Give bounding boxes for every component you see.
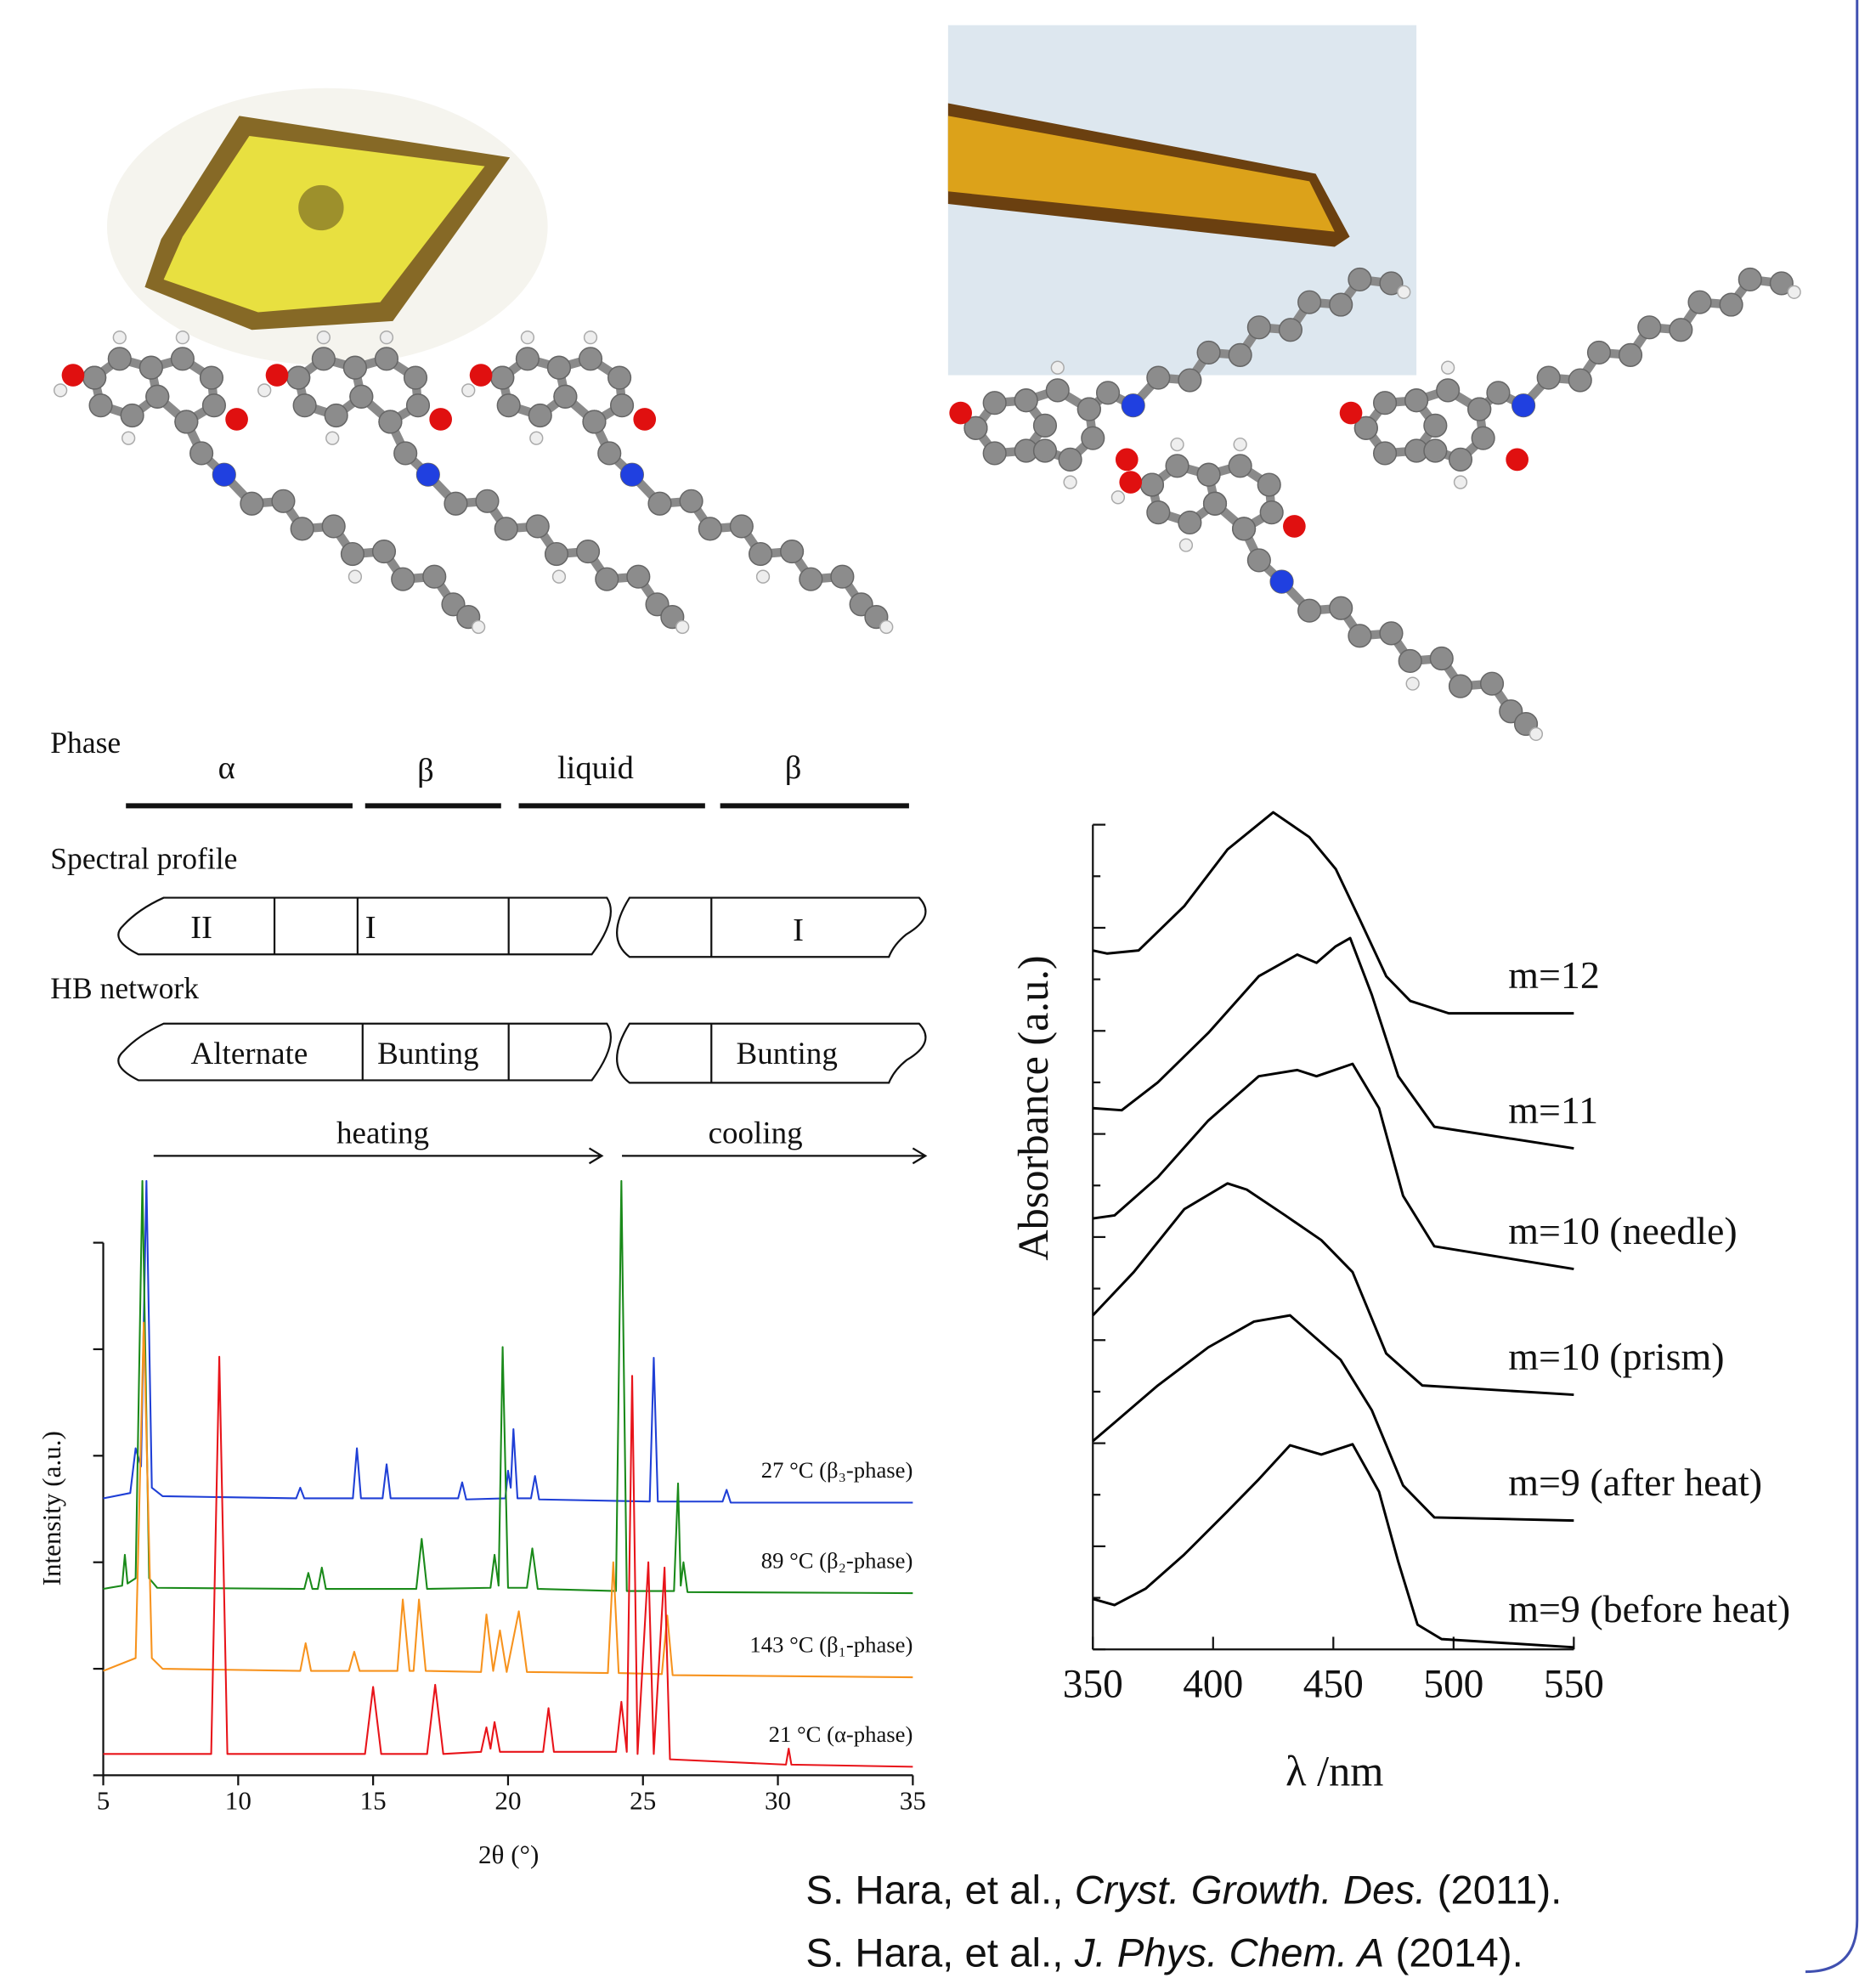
data-line [103,1355,913,1768]
molecule [1111,438,1542,741]
x-tick-label: 30 [765,1785,791,1815]
x-tick-label: 5 [97,1785,110,1815]
series-label: 21 °C (α-phase) [769,1721,913,1747]
x-axis-title: 2θ (°) [478,1840,539,1869]
crystal-photo-left [106,88,548,365]
data-line [103,1321,913,1679]
phase-name: α [218,750,235,786]
slide-border [1805,0,1859,1974]
x-tick-label: 350 [1063,1663,1123,1707]
y-axis-title: Absorbance (a.u.) [1009,955,1057,1260]
citation-authors: S. Hara, et al., [805,1931,1063,1976]
data-line [1092,1443,1574,1649]
data-line [103,1179,913,1504]
data-line [1093,936,1574,1150]
citation-journal: J. Phys. Chem. A [1074,1931,1384,1976]
row-label: Spectral profile [50,841,237,875]
data-line [1092,1314,1574,1523]
x-tick-label: 35 [900,1785,926,1815]
x-tick-label: 400 [1183,1663,1243,1707]
row-label: HB network [50,971,199,1005]
hb-boxes [117,1022,927,1084]
spectral-boxes [117,896,927,958]
process-label: heating [336,1116,429,1151]
phase-diagram: Phase α β liquid β Spectral profile II I… [50,726,928,1165]
x-tick-label: 20 [494,1785,521,1815]
crystal-photo-right [947,25,1417,376]
series-label: m=11 [1508,1088,1598,1132]
network-label: Bunting [737,1037,838,1071]
data-line [1092,811,1574,1015]
citation-year: (2011). [1438,1868,1562,1913]
profile-label: I [365,910,376,946]
x-tick-label: 500 [1423,1663,1483,1707]
profile-label: I [793,913,804,948]
series-label: 89 °C (β₂-phase) [761,1547,913,1573]
x-tick-label: 450 [1303,1663,1364,1707]
citation-journal: Cryst. Growth. Des. [1075,1868,1427,1913]
y-axis-title: Intensity (a.u.) [37,1431,66,1585]
network-label: Bunting [377,1037,478,1071]
arrows [153,1147,928,1165]
x-tick-label: 15 [360,1785,387,1815]
series-label: m=9 (after heat) [1508,1461,1762,1504]
citation-year: (2014). [1396,1931,1523,1976]
x-axis-title: λ /nm [1286,1747,1383,1794]
citation: S. Hara, et al., J. Phys. Chem. A (2014). [805,1931,1523,1976]
series-label: m=12 [1508,953,1600,997]
phase-name: β [785,750,802,786]
citation: S. Hara, et al., Cryst. Growth. Des. (2011… [805,1868,1562,1913]
data-line [1092,1182,1574,1397]
series-label: 143 °C (β₁-phase) [749,1631,913,1657]
network-label: Alternate [191,1037,308,1071]
profile-label: II [190,910,212,946]
citation-authors: S. Hara, et al., [805,1868,1063,1913]
process-label: cooling [709,1116,803,1151]
data-line [1093,1062,1574,1270]
data-line [103,1179,913,1595]
row-label: Phase [50,726,121,760]
phase-name: β [417,753,434,788]
x-tick-label: 550 [1544,1663,1604,1707]
series-label: m=10 (needle) [1508,1209,1737,1252]
phase-name: liquid [557,750,634,786]
molecule [462,331,893,634]
x-tick-label: 25 [630,1785,656,1815]
x-tick-label: 10 [225,1785,251,1815]
series-label: m=10 (prism) [1508,1335,1724,1378]
series-label: 27 °C (β₃-phase) [761,1457,913,1483]
series-label: m=9 (before heat) [1508,1587,1790,1630]
